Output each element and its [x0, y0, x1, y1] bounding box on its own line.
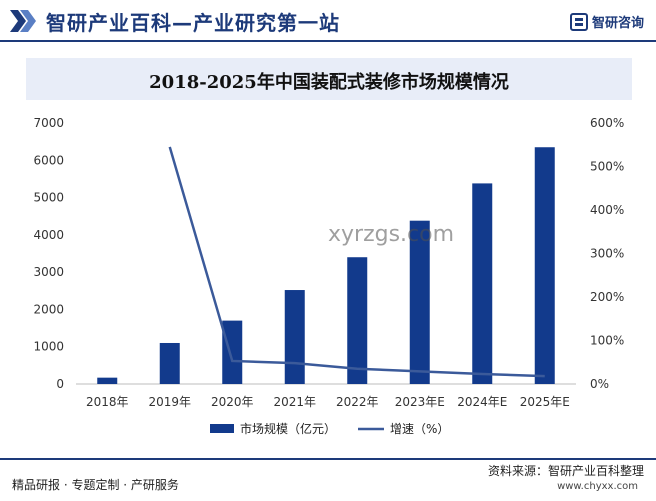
footer-source: 资料来源：智研产业百科整理 [487, 464, 644, 478]
y-right-tick-label: 200% [590, 290, 624, 304]
y-left-tick-label: 1000 [33, 340, 64, 354]
growth-line [168, 146, 545, 378]
footer-rule [0, 458, 656, 460]
x-tick-label: 2019年 [148, 395, 191, 409]
bar [347, 257, 368, 384]
y-right-tick-label: 100% [590, 334, 624, 348]
brand-logo-icon [569, 12, 588, 31]
y-left-tick-label: 0 [56, 377, 64, 391]
y-right-tick-label: 0% [590, 377, 609, 391]
x-tick-label: 2022年 [336, 395, 379, 409]
y-right-tick-label: 400% [590, 203, 624, 217]
y-left-tick-label: 3000 [33, 265, 64, 279]
x-tick-label: 2018年 [86, 395, 129, 409]
y-left-tick-label: 4000 [33, 228, 64, 242]
legend-swatch-bar [210, 424, 234, 433]
y-right-tick-label: 600% [590, 116, 624, 130]
chart-title-band: 2018-2025年中国装配式装修市场规模情况 [26, 58, 632, 100]
header-title: 智研产业百科—产业研究第一站 [46, 11, 340, 35]
footer-url: www.chyxx.com [557, 481, 638, 492]
x-tick-label: 2024年E [457, 395, 507, 409]
bar [222, 320, 243, 384]
y-left-tick-label: 7000 [33, 116, 64, 130]
double-chevron-icon [10, 10, 36, 32]
legend-label-bar: 市场规模（亿元） [240, 421, 336, 436]
y-left-tick-label: 6000 [33, 153, 64, 167]
x-tick-label: 2025年E [520, 395, 570, 409]
page-header: 智研产业百科—产业研究第一站 智研咨询 [0, 0, 656, 44]
header-rule [0, 40, 656, 42]
y-right-tick-label: 500% [590, 160, 624, 174]
bar [159, 342, 180, 384]
legend-label-line: 增速（%） [390, 422, 449, 436]
chart-title: 2018-2025年中国装配式装修市场规模情况 [149, 72, 509, 93]
bar [284, 290, 305, 384]
y-right-tick-label: 300% [590, 247, 624, 261]
brand: 智研咨询 [569, 12, 644, 31]
bar [534, 147, 555, 384]
y-left-tick-label: 5000 [33, 191, 64, 205]
watermark-text: xyrzgs.com [328, 222, 455, 247]
bar [97, 377, 118, 384]
brand-name: 智研咨询 [591, 16, 644, 31]
y-left-tick-label: 2000 [33, 302, 64, 316]
x-tick-label: 2020年 [211, 395, 254, 409]
x-tick-label: 2023年E [395, 395, 445, 409]
bar [409, 220, 430, 384]
footer-tagline: 精品研报 · 专题定制 · 产研服务 [12, 478, 179, 492]
bar [472, 183, 493, 384]
x-tick-label: 2021年 [273, 395, 316, 409]
